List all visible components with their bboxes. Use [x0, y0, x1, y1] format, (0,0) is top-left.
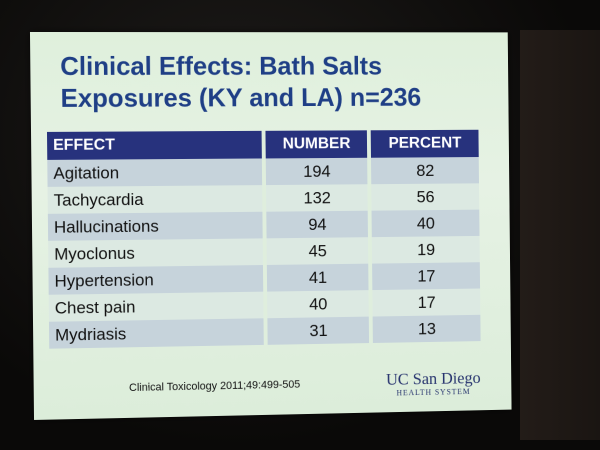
percent-cell: 17 [372, 262, 480, 290]
percent-cell: 13 [373, 315, 481, 343]
number-cell: 94 [266, 211, 372, 239]
effect-cell: Myoclonus [48, 238, 267, 267]
table-header-row: EFFECT NUMBER PERCENT [47, 130, 479, 160]
effect-cell: Tachycardia [48, 185, 267, 214]
number-cell: 41 [267, 264, 373, 292]
number-cell: 31 [267, 317, 373, 345]
slide-title-line-2: Exposures (KY and LA) n=236 [60, 81, 497, 114]
effect-cell: Mydriasis [49, 318, 268, 348]
logo-main-text: UC San Diego [386, 369, 481, 388]
effect-cell: Agitation [47, 158, 266, 186]
number-cell: 40 [267, 290, 373, 318]
header-percent: PERCENT [371, 130, 479, 158]
percent-cell: 56 [372, 183, 480, 210]
percent-cell: 40 [372, 210, 480, 238]
effect-cell: Chest pain [49, 292, 268, 322]
wall-panel [520, 30, 600, 440]
percent-cell: 19 [372, 236, 480, 264]
logo-sub-text: HEALTH SYSTEM [386, 387, 481, 398]
citation-text: Clinical Toxicology 2011;49:499-505 [129, 379, 300, 394]
number-cell: 45 [267, 237, 373, 265]
header-effect: EFFECT [47, 131, 266, 160]
header-number: NUMBER [265, 130, 371, 158]
table-row: Agitation 194 82 [47, 157, 479, 187]
slide-title: Clinical Effects: Bath Salts Exposures (… [60, 50, 497, 114]
table-row: Mydriasis 31 13 [49, 315, 481, 349]
projected-slide: Clinical Effects: Bath Salts Exposures (… [30, 32, 512, 420]
slide-title-line-1: Clinical Effects: Bath Salts [60, 50, 497, 82]
effect-cell: Hallucinations [48, 212, 267, 241]
percent-cell: 82 [371, 157, 479, 184]
number-cell: 132 [266, 184, 372, 211]
effect-cell: Hypertension [48, 265, 267, 295]
ucsd-health-logo: UC San Diego HEALTH SYSTEM [386, 369, 482, 397]
percent-cell: 17 [373, 289, 481, 317]
number-cell: 194 [266, 158, 372, 185]
effects-table: EFFECT NUMBER PERCENT Agitation 194 82 T… [47, 130, 481, 349]
